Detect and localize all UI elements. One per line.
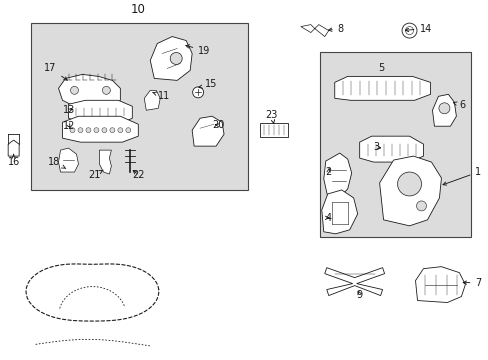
Circle shape	[70, 128, 75, 133]
Polygon shape	[260, 123, 287, 137]
Circle shape	[170, 53, 182, 64]
Text: 14: 14	[405, 24, 431, 33]
Circle shape	[78, 128, 83, 133]
Text: 5: 5	[378, 63, 384, 73]
Text: 10: 10	[131, 3, 145, 16]
Polygon shape	[62, 116, 138, 142]
Polygon shape	[144, 90, 160, 110]
Text: 22: 22	[132, 170, 144, 180]
Polygon shape	[324, 268, 384, 296]
Text: 17: 17	[44, 63, 67, 80]
Text: 3: 3	[373, 142, 380, 152]
Text: 2: 2	[325, 167, 331, 177]
Text: 11: 11	[152, 91, 170, 101]
Polygon shape	[99, 150, 111, 174]
Bar	[31, 23, 247, 190]
Text: 21: 21	[88, 170, 103, 180]
Polygon shape	[321, 190, 357, 234]
Circle shape	[405, 27, 413, 35]
Bar	[319, 53, 470, 237]
Polygon shape	[323, 153, 351, 197]
Circle shape	[416, 201, 426, 211]
Text: 12: 12	[63, 121, 75, 131]
Circle shape	[110, 128, 115, 133]
Text: 8: 8	[328, 24, 343, 33]
Circle shape	[102, 128, 107, 133]
Polygon shape	[379, 156, 441, 226]
Polygon shape	[359, 136, 423, 162]
Circle shape	[102, 86, 110, 94]
Text: 15: 15	[199, 79, 217, 89]
Circle shape	[397, 172, 421, 196]
Circle shape	[94, 128, 99, 133]
Polygon shape	[192, 116, 224, 146]
Polygon shape	[8, 140, 19, 156]
Text: 18: 18	[48, 157, 65, 168]
Text: 6: 6	[452, 100, 465, 110]
Text: 1: 1	[442, 167, 481, 185]
Polygon shape	[415, 267, 465, 302]
Text: 13: 13	[63, 105, 75, 115]
Circle shape	[401, 23, 416, 38]
Polygon shape	[59, 75, 120, 110]
Text: 7: 7	[462, 278, 481, 288]
Polygon shape	[431, 94, 455, 126]
Circle shape	[125, 128, 131, 133]
Text: 9: 9	[356, 289, 362, 300]
Polygon shape	[334, 76, 429, 100]
Polygon shape	[150, 37, 192, 80]
Polygon shape	[68, 100, 132, 124]
Circle shape	[86, 128, 91, 133]
Text: 4: 4	[325, 213, 331, 223]
Circle shape	[192, 87, 203, 98]
Polygon shape	[59, 148, 78, 172]
Circle shape	[118, 128, 122, 133]
Polygon shape	[300, 24, 328, 37]
Text: 20: 20	[212, 120, 224, 130]
Text: 16: 16	[7, 154, 20, 167]
Text: 19: 19	[185, 45, 210, 55]
Circle shape	[70, 86, 78, 94]
Text: 23: 23	[265, 110, 278, 123]
Circle shape	[438, 103, 449, 114]
